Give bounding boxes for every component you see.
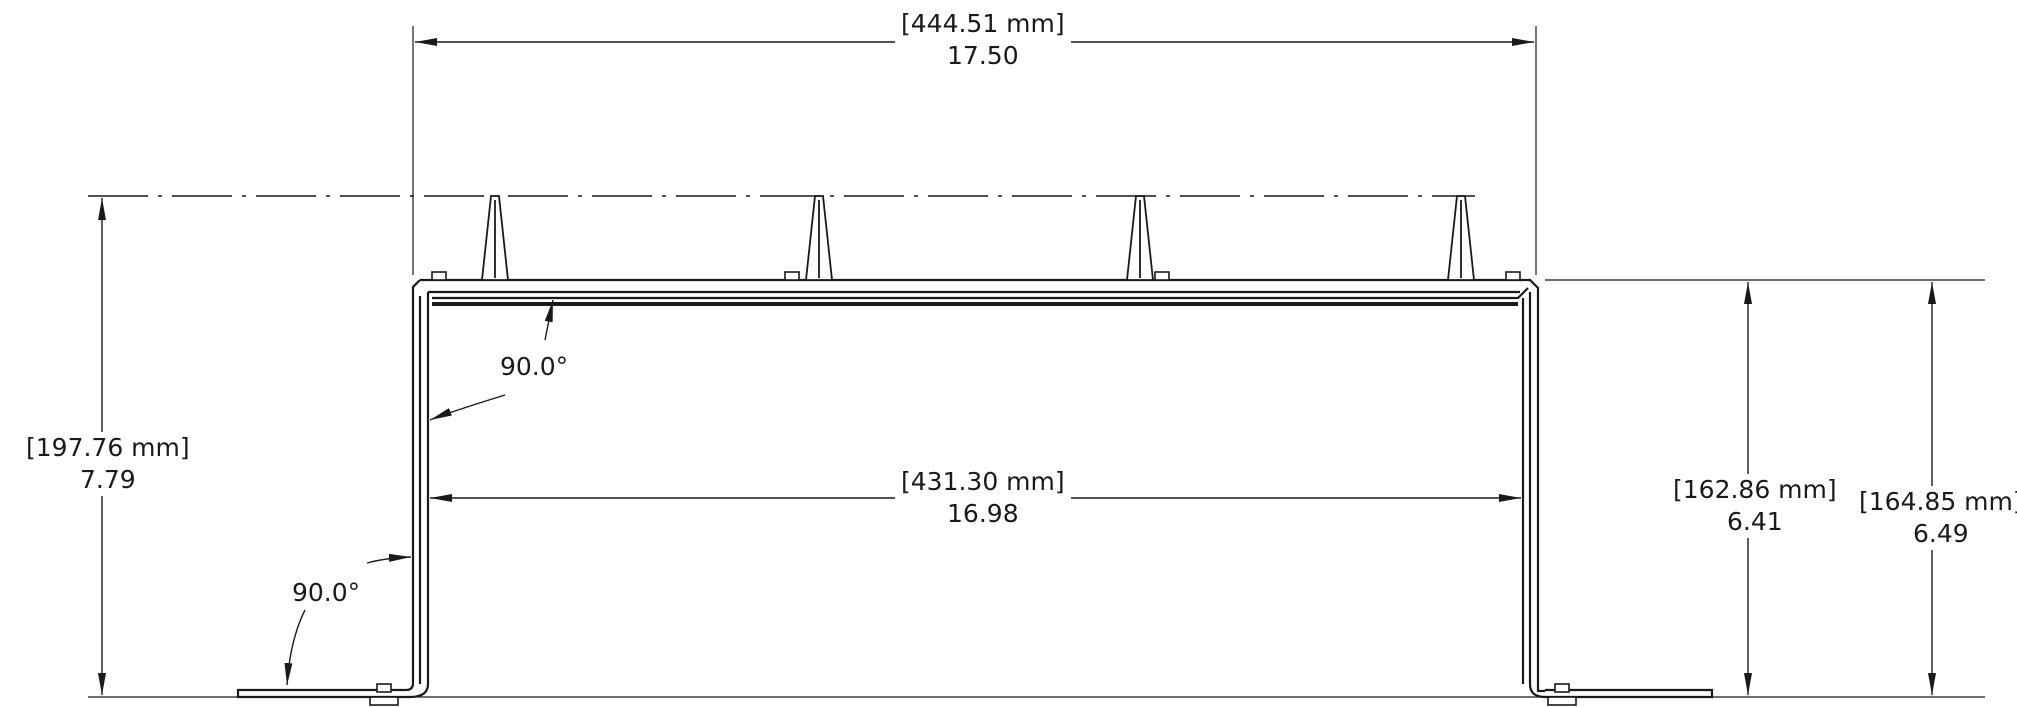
outer-height-metric: [164.85 mm]: [1859, 487, 2017, 516]
inner-width-label: [431.30 mm] 16.98: [895, 466, 1071, 530]
angle-leader-top: [429, 394, 506, 421]
inner-width-metric: [431.30 mm]: [901, 467, 1065, 496]
bottom-bend-angle: 90.0°: [292, 578, 361, 607]
overall-width-label: [444.51 mm] 17.50: [895, 8, 1071, 72]
angle-leader-bottom-b: [284, 609, 306, 686]
inner-width-imperial: 16.98: [947, 499, 1019, 528]
top-bend-angle: 90.0°: [500, 352, 569, 381]
outer-height-imperial: 6.49: [1912, 519, 1969, 548]
dimension-lines: [98, 38, 1936, 695]
overall-height-metric: [197.76 mm]: [26, 433, 190, 462]
angle-leader-top-up: [544, 299, 554, 341]
overall-width-imperial: 17.50: [947, 41, 1019, 70]
inner-height-label: [162.86 mm] 6.41: [1667, 474, 1843, 538]
inner-height-imperial: 6.41: [1726, 507, 1783, 536]
overall-height-label: [197.76 mm] 7.79: [20, 432, 196, 496]
inner-height-metric: [162.86 mm]: [1673, 475, 1837, 504]
outer-height-label: [164.85 mm] 6.49: [1853, 486, 2017, 550]
fasteners: [369, 271, 1577, 706]
pins: [480, 195, 1476, 281]
bracket-outline: [236, 278, 1714, 699]
extension-lines: [88, 26, 1985, 698]
angle-leader-bottom-a: [366, 553, 412, 564]
overall-width-metric: [444.51 mm]: [901, 9, 1065, 38]
overall-height-imperial: 7.79: [79, 465, 136, 494]
